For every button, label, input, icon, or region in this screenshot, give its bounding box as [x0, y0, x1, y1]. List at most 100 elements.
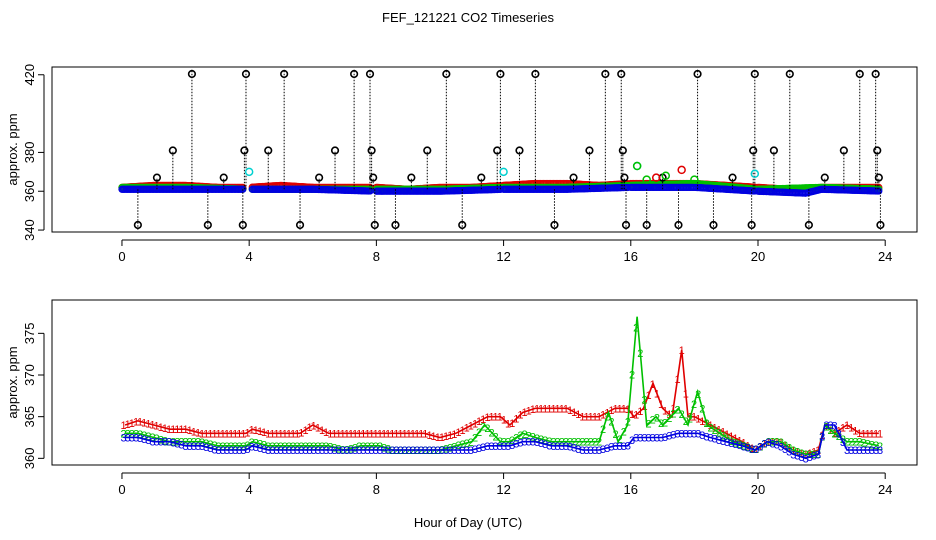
series-marker-3: 3 — [178, 440, 184, 452]
series-marker-2: 2 — [650, 415, 656, 427]
series-marker-2: 2 — [530, 432, 536, 444]
outlier-point — [693, 69, 702, 79]
y-tick-label: 370 — [22, 364, 37, 386]
series-marker-2: 2 — [468, 437, 474, 449]
top-y-axis-label: approx. ppm — [5, 113, 20, 185]
series-marker-1: 1 — [844, 420, 850, 432]
outlier-point — [769, 146, 778, 155]
series-marker-1: 1 — [550, 403, 556, 415]
series-marker-2: 2 — [249, 437, 255, 449]
series-marker-1: 1 — [364, 428, 370, 440]
series-marker-2: 2 — [455, 440, 461, 452]
outlier-point — [674, 220, 683, 230]
series-marker-3: 3 — [629, 435, 635, 447]
series-marker-3: 3 — [480, 442, 486, 454]
series-marker-2: 2 — [856, 437, 862, 449]
series-marker-3: 3 — [807, 452, 813, 464]
series-marker-1: 1 — [125, 419, 131, 431]
series-marker-2: 2 — [803, 449, 809, 461]
series-marker-2: 2 — [418, 445, 424, 457]
series-marker-1: 1 — [162, 423, 168, 435]
series-marker-2: 2 — [654, 413, 660, 425]
series-marker-2: 2 — [716, 428, 722, 440]
series-marker-2: 2 — [505, 437, 511, 449]
series-marker-3: 3 — [356, 445, 362, 457]
series-marker-2: 2 — [464, 438, 470, 450]
series-marker-2: 2 — [269, 441, 275, 453]
series-marker-3: 3 — [290, 445, 296, 457]
series-marker-2: 2 — [273, 441, 279, 453]
series-marker-3: 3 — [749, 444, 755, 456]
outlier-point — [804, 220, 813, 230]
series-marker-2: 2 — [211, 440, 217, 452]
series-marker-2: 2 — [865, 438, 871, 450]
series-marker-2: 2 — [389, 445, 395, 457]
series-marker-1: 1 — [174, 424, 180, 436]
x-tick-label: 16 — [624, 482, 638, 497]
series-marker-2: 2 — [207, 439, 213, 451]
series-marker-1: 1 — [216, 428, 222, 440]
series-marker-3: 3 — [869, 445, 875, 457]
series-marker-3: 3 — [534, 437, 540, 449]
series-marker-3: 3 — [596, 445, 602, 457]
series-marker-2: 2 — [369, 441, 375, 453]
series-marker-2: 2 — [509, 435, 515, 447]
series-marker-3: 3 — [402, 445, 408, 457]
series-marker-2: 2 — [782, 440, 788, 452]
series-marker-3: 3 — [373, 445, 379, 457]
series-marker-2: 2 — [497, 436, 503, 448]
series-marker-3: 3 — [699, 430, 705, 442]
series-marker-3: 3 — [720, 436, 726, 448]
series-marker-1: 1 — [786, 443, 792, 455]
series-marker-1: 1 — [679, 345, 685, 357]
series-marker-3: 3 — [199, 441, 205, 453]
series-marker-3: 3 — [240, 445, 246, 457]
series-marker-3: 3 — [861, 445, 867, 457]
series-marker-2: 2 — [228, 441, 234, 453]
series-marker-3: 3 — [253, 442, 259, 454]
series-marker-1: 1 — [472, 418, 478, 430]
series-marker-1: 1 — [509, 418, 515, 430]
series-marker-2: 2 — [596, 437, 602, 449]
series-marker-3: 3 — [865, 445, 871, 457]
top-panel: 0 4 8 12 16 20 24 340 360 380 420 approx. ppm — [5, 64, 918, 264]
top-plot-body — [118, 69, 885, 230]
series-marker-1: 1 — [431, 431, 437, 443]
series-marker-3: 3 — [261, 444, 267, 456]
series-marker-1: 1 — [269, 428, 275, 440]
series-marker-1: 1 — [286, 428, 292, 440]
highlight-point — [661, 171, 671, 180]
series-marker-3: 3 — [228, 445, 234, 457]
series-marker-2: 2 — [286, 441, 292, 453]
series-marker-3: 3 — [121, 433, 127, 445]
series-marker-1: 1 — [621, 403, 627, 415]
series-marker-2: 2 — [869, 439, 875, 451]
series-marker-3: 3 — [728, 438, 734, 450]
series-marker-1: 1 — [410, 428, 416, 440]
series-marker-1: 1 — [674, 374, 680, 386]
series-marker-1: 1 — [505, 418, 511, 430]
series-marker-2: 2 — [410, 445, 416, 457]
series-marker-1: 1 — [712, 422, 718, 434]
bottom-y-axis-label: approx. ppm — [5, 346, 20, 418]
series-marker-3: 3 — [505, 441, 511, 453]
series-marker-3: 3 — [455, 445, 461, 457]
series-marker-3: 3 — [307, 445, 313, 457]
series-marker-3: 3 — [472, 444, 478, 456]
outlier-point — [515, 146, 524, 155]
series-marker-3: 3 — [815, 449, 821, 461]
outlier-point — [496, 69, 505, 79]
series-marker-2: 2 — [571, 437, 577, 449]
y-tick-label: 380 — [22, 142, 37, 164]
series-marker-1: 1 — [422, 429, 428, 441]
outlier-point — [839, 146, 848, 155]
series-marker-1: 1 — [348, 428, 354, 440]
series-marker-3: 3 — [129, 433, 135, 445]
series-marker-3: 3 — [211, 444, 217, 456]
series-marker-1: 1 — [513, 414, 519, 426]
series-marker-2: 2 — [422, 445, 428, 457]
series-marker-2: 2 — [666, 413, 672, 425]
x-tick-label: 0 — [118, 249, 125, 264]
series-marker-1: 1 — [563, 403, 569, 415]
series-marker-1: 1 — [604, 407, 610, 419]
